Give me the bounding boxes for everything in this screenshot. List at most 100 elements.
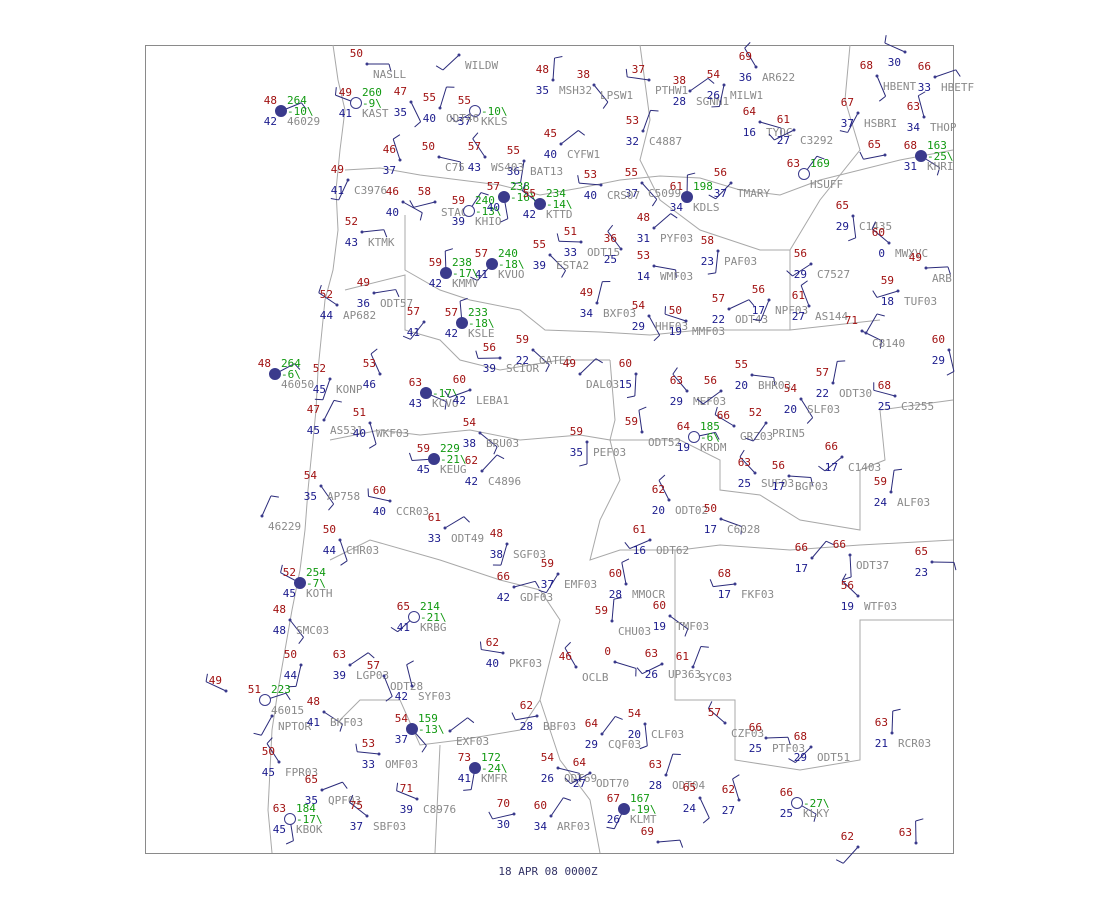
- dewpoint: 17: [825, 461, 838, 474]
- temperature: 69: [641, 825, 654, 838]
- dewpoint: 37: [541, 578, 554, 591]
- dewpoint: 33: [564, 246, 577, 259]
- station-marker: [484, 156, 487, 159]
- station-id: HSBRI: [864, 117, 897, 130]
- station-marker: [692, 666, 695, 669]
- temperature: 59: [625, 415, 638, 428]
- temperature: 55: [523, 187, 536, 200]
- temperature: 61: [777, 113, 790, 126]
- station-marker: [295, 578, 306, 589]
- station-id: ODT52: [648, 436, 681, 449]
- temperature: 56: [794, 247, 807, 260]
- dewpoint: 37: [350, 820, 363, 833]
- temperature: 50: [262, 745, 275, 758]
- pressure-tendency: -13\: [418, 723, 445, 736]
- station-id: BAT13: [530, 165, 563, 178]
- station-marker: [589, 772, 592, 775]
- dewpoint: 36: [357, 297, 370, 310]
- temperature: 48: [264, 94, 277, 107]
- station-marker: [557, 573, 560, 576]
- dewpoint: 21: [875, 737, 888, 750]
- station-id: SMC03: [296, 624, 329, 637]
- station-id: CHR03: [346, 544, 379, 557]
- temperature: 62: [841, 830, 854, 843]
- station-marker: [580, 241, 583, 244]
- station-marker: [754, 472, 757, 475]
- station-marker: [755, 66, 758, 69]
- station-marker: [841, 456, 844, 459]
- dewpoint: 43: [345, 236, 358, 249]
- dewpoint: 14: [637, 270, 651, 283]
- dewpoint: 25: [604, 253, 617, 266]
- temperature: 59: [570, 425, 583, 438]
- station-id: THOP: [930, 121, 957, 134]
- temperature: 60: [453, 373, 466, 386]
- temperature: 48: [637, 211, 650, 224]
- station-id: ESTA2: [556, 259, 589, 272]
- station-marker: [799, 169, 810, 180]
- station-marker: [751, 374, 754, 377]
- station-id: ARB: [932, 272, 952, 285]
- station-marker: [897, 290, 900, 293]
- station-id: PYF03: [660, 232, 693, 245]
- dewpoint: 35: [536, 84, 549, 97]
- temperature: 59: [595, 604, 608, 617]
- dewpoint: 35: [570, 446, 583, 459]
- dewpoint: 45: [283, 587, 296, 600]
- pressure: 223: [271, 683, 291, 696]
- station-marker: [535, 199, 546, 210]
- station-marker: [884, 154, 887, 157]
- station-marker: [852, 215, 855, 218]
- dewpoint: 24: [683, 802, 697, 815]
- station-marker: [579, 373, 582, 376]
- temperature: 45: [544, 127, 557, 140]
- dewpoint: 34: [907, 121, 921, 134]
- pressure-tendency: -19\: [630, 803, 657, 816]
- station-marker: [861, 330, 864, 333]
- station-marker: [550, 815, 553, 818]
- temperature: 49: [563, 357, 576, 370]
- station-marker: [329, 378, 332, 381]
- dewpoint: 20: [628, 728, 641, 741]
- dewpoint: 29: [794, 751, 807, 764]
- temperature: 65: [868, 138, 881, 151]
- pressure: 198: [693, 180, 713, 193]
- station-marker: [321, 789, 324, 792]
- temperature: 63: [273, 802, 286, 815]
- dewpoint: 38: [463, 437, 476, 450]
- dewpoint: 45: [313, 383, 326, 396]
- temperature: 54: [707, 68, 721, 81]
- station-id: AP682: [343, 309, 376, 322]
- station-id: PRIN5: [772, 427, 805, 440]
- station-marker: [225, 690, 228, 693]
- temperature: 65: [836, 199, 849, 212]
- dewpoint: 33: [428, 532, 441, 545]
- dewpoint: 29: [932, 354, 945, 367]
- station-marker: [800, 398, 803, 401]
- temperature: 63: [409, 376, 422, 389]
- temperature: 54: [463, 416, 477, 429]
- station-marker: [904, 51, 907, 54]
- station-marker: [369, 422, 372, 425]
- dewpoint: 42: [453, 394, 466, 407]
- dewpoint: 46: [363, 378, 376, 391]
- station-marker: [481, 470, 484, 473]
- station-marker: [686, 390, 689, 393]
- station-marker: [625, 583, 628, 586]
- pressure-tendency: -21\: [420, 611, 447, 624]
- station-marker: [320, 485, 323, 488]
- pressure-tendency: -24\: [481, 762, 508, 775]
- dewpoint: 30: [497, 818, 510, 831]
- temperature: 63: [907, 100, 920, 113]
- temperature: 61: [792, 289, 805, 302]
- dewpoint: 39: [400, 803, 413, 816]
- station-marker: [389, 500, 392, 503]
- station-marker: [457, 318, 468, 329]
- station-marker: [661, 663, 664, 666]
- temperature: 60: [653, 599, 666, 612]
- station-id: C4887: [649, 135, 682, 148]
- temperature: 55: [533, 238, 546, 251]
- station-marker: [349, 664, 352, 667]
- station-id: MMF03: [692, 325, 725, 338]
- dewpoint: 27: [573, 777, 586, 790]
